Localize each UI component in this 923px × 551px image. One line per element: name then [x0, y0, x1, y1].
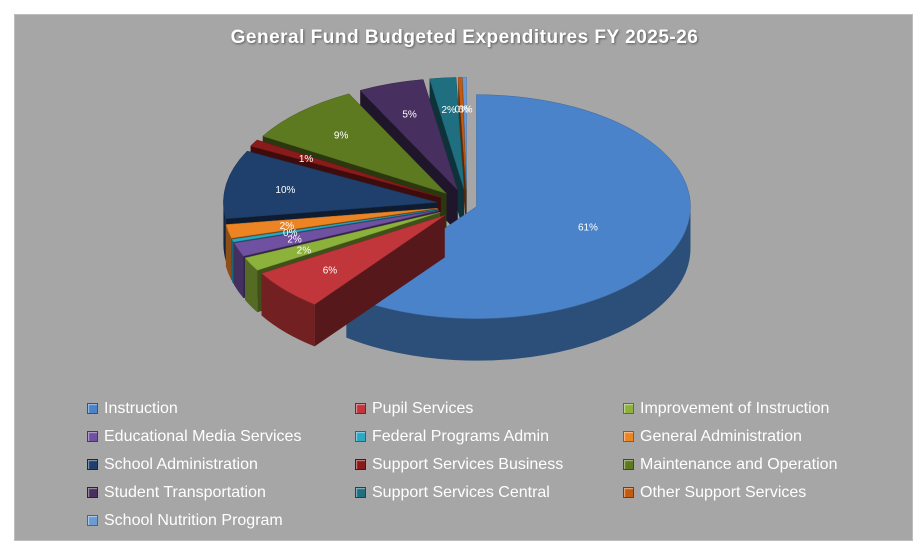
legend-item-maintenance-and-operation: Maintenance and Operation	[623, 455, 891, 474]
legend-label: Educational Media Services	[104, 427, 302, 445]
legend-label: Support Services Central	[372, 483, 550, 501]
legend-swatch	[623, 459, 634, 470]
data-label-school-nutrition-program: 0%	[458, 105, 473, 116]
legend-label: Support Services Business	[372, 455, 564, 473]
legend-item-other-support-services: Other Support Services	[623, 483, 891, 502]
legend-label: Maintenance and Operation	[640, 455, 838, 473]
legend-swatch	[87, 431, 98, 442]
legend-item-school-nutrition-program: School Nutrition Program	[87, 511, 355, 530]
data-label-maintenance-and-operation: 9%	[334, 131, 349, 142]
pie-chart: 61%6%2%2%0%2%10%1%9%5% 2%0%0%	[223, 77, 691, 361]
data-label-school-administration: 10%	[275, 185, 295, 196]
legend-label: Federal Programs Admin	[372, 427, 549, 445]
legend-item-educational-media-services: Educational Media Services	[87, 427, 355, 446]
legend-swatch	[355, 459, 366, 470]
legend-label: School Nutrition Program	[104, 511, 283, 529]
legend-item-pupil-services: Pupil Services	[355, 399, 623, 418]
data-label-general-administration: 2%	[280, 221, 295, 232]
legend-swatch	[355, 431, 366, 442]
legend-label: School Administration	[104, 455, 258, 473]
legend-item-instruction: Instruction	[87, 399, 355, 418]
legend-label: Student Transportation	[104, 483, 266, 501]
legend-label: Improvement of Instruction	[640, 399, 830, 417]
legend-item-federal-programs-admin: Federal Programs Admin	[355, 427, 623, 446]
data-label-improvement-of-instruction: 2%	[297, 246, 312, 257]
chart-title: General Fund Budgeted Expenditures FY 20…	[230, 27, 699, 48]
legend-swatch	[87, 403, 98, 414]
data-label-pupil-services: 6%	[323, 265, 338, 276]
legend-label: Other Support Services	[640, 483, 807, 501]
legend-swatch	[87, 459, 98, 470]
legend-swatch	[355, 487, 366, 498]
legend-item-school-administration: School Administration	[87, 455, 355, 474]
legend-item-support-services-business: Support Services Business	[355, 455, 623, 474]
legend-swatch	[87, 515, 98, 526]
legend-item-improvement-of-instruction: Improvement of Instruction	[623, 399, 891, 418]
legend: Instruction Pupil Services Improvement of …	[87, 399, 907, 530]
chart-area: General Fund Budgeted Expenditures FY 20…	[14, 14, 913, 541]
data-label-support-services-central: 2%	[441, 105, 456, 116]
pie-slice-other-support-services	[457, 77, 467, 232]
data-label-educational-media-services: 2%	[287, 235, 302, 246]
legend-label: Pupil Services	[372, 399, 474, 417]
legend-swatch	[623, 487, 634, 498]
legend-swatch	[623, 431, 634, 442]
data-label-other-support-services: 0%	[455, 105, 470, 116]
legend-item-support-services-central: Support Services Central	[355, 483, 623, 502]
data-label-support-services-business: 1%	[299, 154, 314, 165]
legend-label: General Administration	[640, 427, 802, 445]
data-label-student-transportation: 5%	[402, 109, 417, 120]
legend-swatch	[355, 403, 366, 414]
legend-swatch	[623, 403, 634, 414]
pie-slice-pupil-services	[261, 215, 445, 347]
legend-item-general-administration: General Administration	[623, 427, 891, 446]
legend-label: Instruction	[104, 399, 178, 417]
legend-item-student-transportation: Student Transportation	[87, 483, 355, 502]
legend-swatch	[87, 487, 98, 498]
data-label-instruction: 61%	[578, 222, 598, 233]
data-label-federal-programs-admin: 0%	[283, 228, 298, 239]
